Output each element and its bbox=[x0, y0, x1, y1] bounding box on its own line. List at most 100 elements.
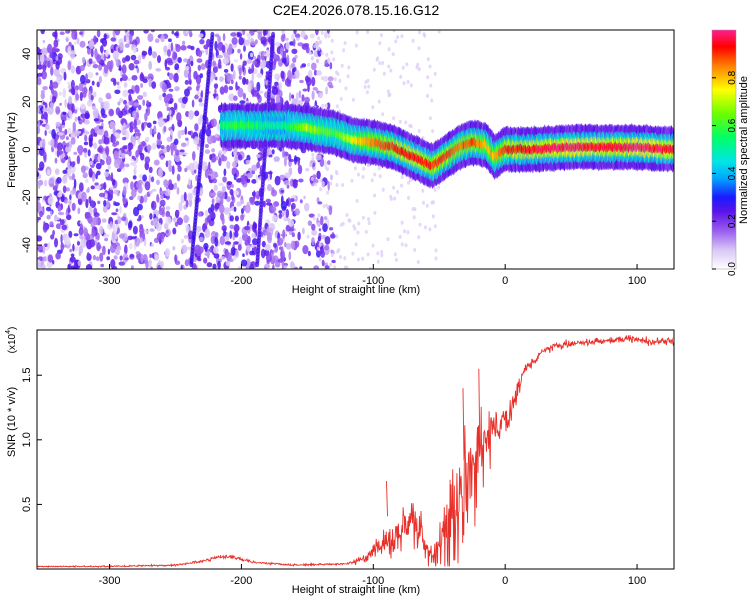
spectrogram-noise-blob bbox=[130, 181, 134, 191]
spectrogram-noise-blob bbox=[93, 118, 100, 122]
spectrogram-noise-blob bbox=[131, 75, 138, 81]
spectrogram-noise-blob bbox=[284, 155, 288, 161]
spectrogram-noise-blob bbox=[288, 251, 292, 261]
spectrogram-noise-blob bbox=[381, 61, 385, 65]
spectrogram-noise-blob bbox=[306, 234, 310, 239]
spectrogram-noise-blob bbox=[51, 128, 56, 139]
spectrogram-noise-blob bbox=[110, 48, 114, 54]
spectrogram-noise-blob bbox=[303, 195, 306, 200]
spectrogram-noise-blob bbox=[61, 158, 66, 164]
spectrogram-noise-blob bbox=[143, 30, 149, 34]
spectrogram-noise-blob bbox=[311, 56, 314, 61]
spectrogram-noise-blob bbox=[271, 149, 275, 155]
spectrogram-x-label: Height of straight line (km) bbox=[292, 284, 420, 296]
snr-peak-spike bbox=[386, 481, 388, 517]
spectrogram-noise-blob bbox=[37, 216, 42, 221]
spectrogram-noise-blob bbox=[48, 177, 55, 188]
spectrogram-noise-blob bbox=[431, 214, 435, 219]
spectrogram-noise-blob bbox=[104, 193, 108, 199]
spectrogram-noise-blob bbox=[174, 32, 179, 36]
spectrogram-noise-blob bbox=[124, 257, 129, 261]
spectrogram-noise-blob bbox=[98, 97, 103, 104]
spectrogram-noise-blob bbox=[148, 166, 153, 173]
spectrogram-noise-blob bbox=[37, 106, 40, 113]
spectrogram-noise-blob bbox=[183, 68, 189, 78]
spectrogram-noise-blob bbox=[176, 210, 180, 216]
spectrogram-y-tick-label: -40 bbox=[21, 237, 33, 253]
spectrogram-noise-blob bbox=[199, 39, 205, 45]
spectrogram-noise-blob bbox=[194, 123, 199, 132]
spectrogram-noise-blob bbox=[167, 160, 172, 165]
spectrogram-noise-blob bbox=[379, 33, 383, 38]
spectrogram-noise-blob bbox=[371, 105, 375, 110]
spectrogram-y-tick-label: 20 bbox=[21, 96, 33, 108]
spectrogram-noise-blob bbox=[117, 85, 121, 89]
spectrogram-noise-blob bbox=[238, 37, 244, 46]
spectrogram-noise-blob bbox=[431, 129, 435, 134]
spectrogram-noise-blob bbox=[167, 49, 171, 57]
spectrogram-noise-blob bbox=[351, 251, 355, 256]
spectrogram-noise-blob bbox=[168, 38, 172, 42]
spectrogram-noise-blob bbox=[85, 178, 89, 184]
spectrogram-noise-blob bbox=[197, 246, 204, 254]
spectrogram-noise-blob bbox=[54, 237, 58, 248]
spectrogram-noise-blob bbox=[279, 174, 286, 180]
spectrogram-noise-blob bbox=[41, 264, 46, 269]
spectrogram-noise-blob bbox=[219, 76, 224, 82]
spectrogram-noise-blob bbox=[212, 60, 217, 67]
spectrogram-noise-blob bbox=[90, 221, 94, 228]
spectrogram-noise-blob bbox=[356, 230, 360, 235]
spectrogram-x-ticks: -300 -200 -100 0 100 bbox=[99, 264, 646, 287]
spectrogram-noise-blob bbox=[213, 246, 219, 254]
snr-x-tick-label: 100 bbox=[628, 575, 646, 587]
spectrogram-noise-blob bbox=[177, 57, 182, 64]
spectrogram-noise-blob bbox=[321, 259, 325, 267]
spectrogram-noise-blob bbox=[37, 244, 44, 253]
spectrogram-noise-blob bbox=[366, 78, 370, 83]
spectrogram-noise-blob bbox=[44, 124, 50, 131]
spectrogram-noise-blob bbox=[72, 243, 75, 252]
spectrogram-noise-blob bbox=[190, 45, 195, 51]
spectrogram-noise-blob bbox=[244, 239, 250, 246]
spectrogram-noise-blob bbox=[352, 224, 356, 229]
spectrogram-noise-blob bbox=[332, 57, 336, 62]
spectrogram-noise-blob bbox=[233, 95, 238, 101]
spectrogram-noise-blob bbox=[105, 92, 112, 100]
spectrogram-noise-blob bbox=[132, 225, 138, 235]
spectrogram-noise-blob bbox=[198, 33, 204, 38]
spectrogram-noise-blob bbox=[173, 102, 178, 111]
spectrogram-noise-blob bbox=[233, 173, 237, 181]
spectrogram-noise-blob bbox=[37, 77, 42, 86]
spectrogram-noise-blob bbox=[319, 40, 323, 44]
spectrogram-noise-blob bbox=[233, 241, 240, 245]
spectrogram-noise-blob bbox=[121, 152, 126, 159]
spectrogram-noise-blob bbox=[93, 35, 97, 45]
spectrogram-noise-blob bbox=[256, 81, 261, 92]
spectrogram-noise-blob bbox=[60, 195, 65, 203]
spectrogram-noise-blob bbox=[335, 234, 339, 239]
spectrogram-noise-blob bbox=[131, 265, 134, 269]
spectrogram-noise-blob bbox=[122, 136, 127, 141]
spectrogram-noise-blob bbox=[37, 259, 42, 269]
spectrogram-noise-blob bbox=[128, 34, 133, 42]
spectrogram-noise-blob bbox=[42, 86, 48, 91]
spectrogram-noise-blob bbox=[329, 227, 334, 231]
spectrogram-noise-blob bbox=[47, 60, 51, 69]
spectrogram-noise-blob bbox=[285, 198, 289, 206]
spectrogram-noise-blob bbox=[91, 174, 96, 182]
spectrogram-noise-blob bbox=[230, 32, 237, 37]
spectrogram-noise-blob bbox=[317, 235, 322, 242]
spectrogram-noise-blob bbox=[117, 227, 120, 234]
spectrogram-x-tick-label: 0 bbox=[502, 275, 508, 287]
spectrogram-noise-blob bbox=[96, 30, 101, 38]
spectrogram-noise-blob bbox=[78, 82, 84, 92]
spectrogram-noise-blob bbox=[396, 35, 400, 40]
spectrogram-y-tick-label: -20 bbox=[21, 189, 33, 205]
spectrogram-noise-blob bbox=[322, 75, 329, 82]
spectrogram-noise-blob bbox=[55, 106, 61, 115]
spectrogram-noise-blob bbox=[286, 54, 290, 64]
spectrogram-noise-blob bbox=[311, 90, 315, 101]
spectrogram-noise-blob bbox=[113, 226, 117, 235]
spectrogram-noise-blob bbox=[271, 189, 277, 197]
